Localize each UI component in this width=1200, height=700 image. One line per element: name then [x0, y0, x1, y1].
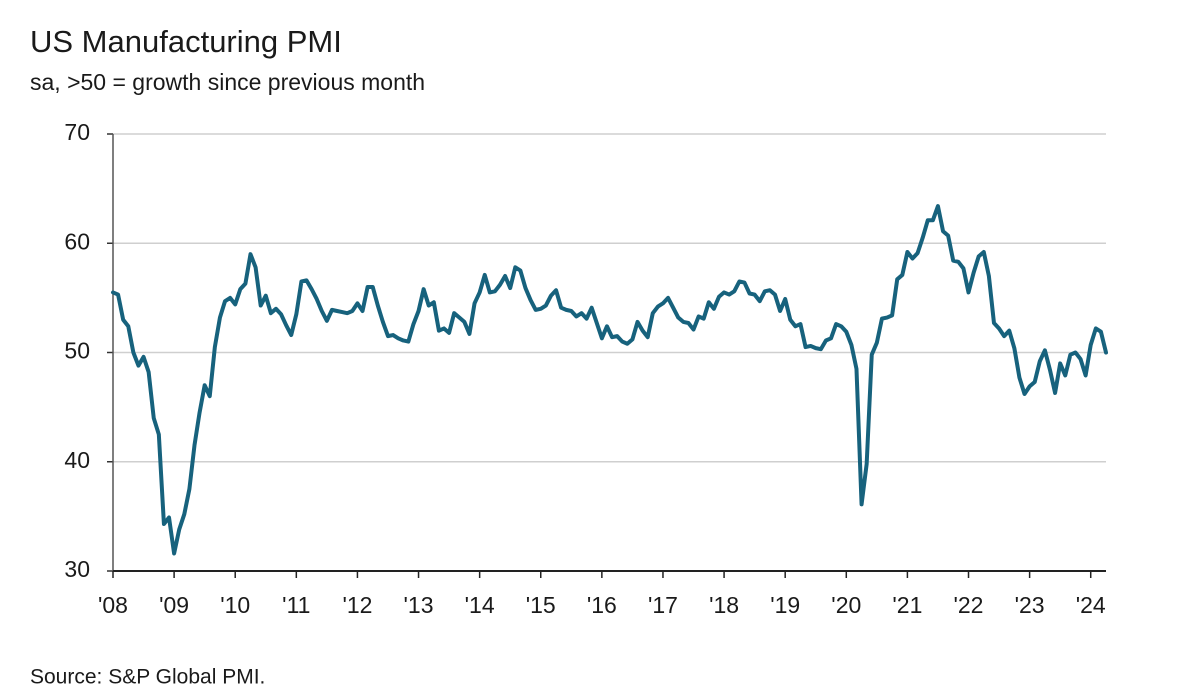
x-tick-label: '13 — [404, 592, 434, 618]
x-tick-label: '12 — [342, 592, 372, 618]
y-tick-label: 50 — [64, 338, 90, 364]
pmi-line — [111, 204, 1108, 556]
y-tick-label: 60 — [64, 228, 90, 254]
x-tick-label: '10 — [220, 592, 250, 618]
x-tick-label: '16 — [587, 592, 617, 618]
x-tick-label: '21 — [892, 592, 922, 618]
x-tick-label: '20 — [831, 592, 861, 618]
x-tick-label: '08 — [98, 592, 128, 618]
x-tick-label: '11 — [282, 592, 310, 618]
chart-subtitle: sa, >50 = growth since previous month — [30, 69, 425, 95]
x-tick-label: '18 — [709, 592, 739, 618]
y-tick-label: 70 — [64, 119, 90, 145]
x-tick-label: '09 — [159, 592, 189, 618]
x-tick-label: '24 — [1076, 592, 1106, 618]
x-tick-label: '23 — [1015, 592, 1045, 618]
x-tick-label: '19 — [770, 592, 800, 618]
x-tick-label: '22 — [954, 592, 984, 618]
y-tick-label: 30 — [64, 556, 90, 582]
x-tick-label: '14 — [465, 592, 495, 618]
x-tick-label: '15 — [526, 592, 556, 618]
x-tick-label: '17 — [648, 592, 678, 618]
source-note: Source: S&P Global PMI. — [30, 666, 265, 689]
chart-title: US Manufacturing PMI — [30, 24, 342, 59]
y-tick-label: 40 — [64, 447, 90, 473]
